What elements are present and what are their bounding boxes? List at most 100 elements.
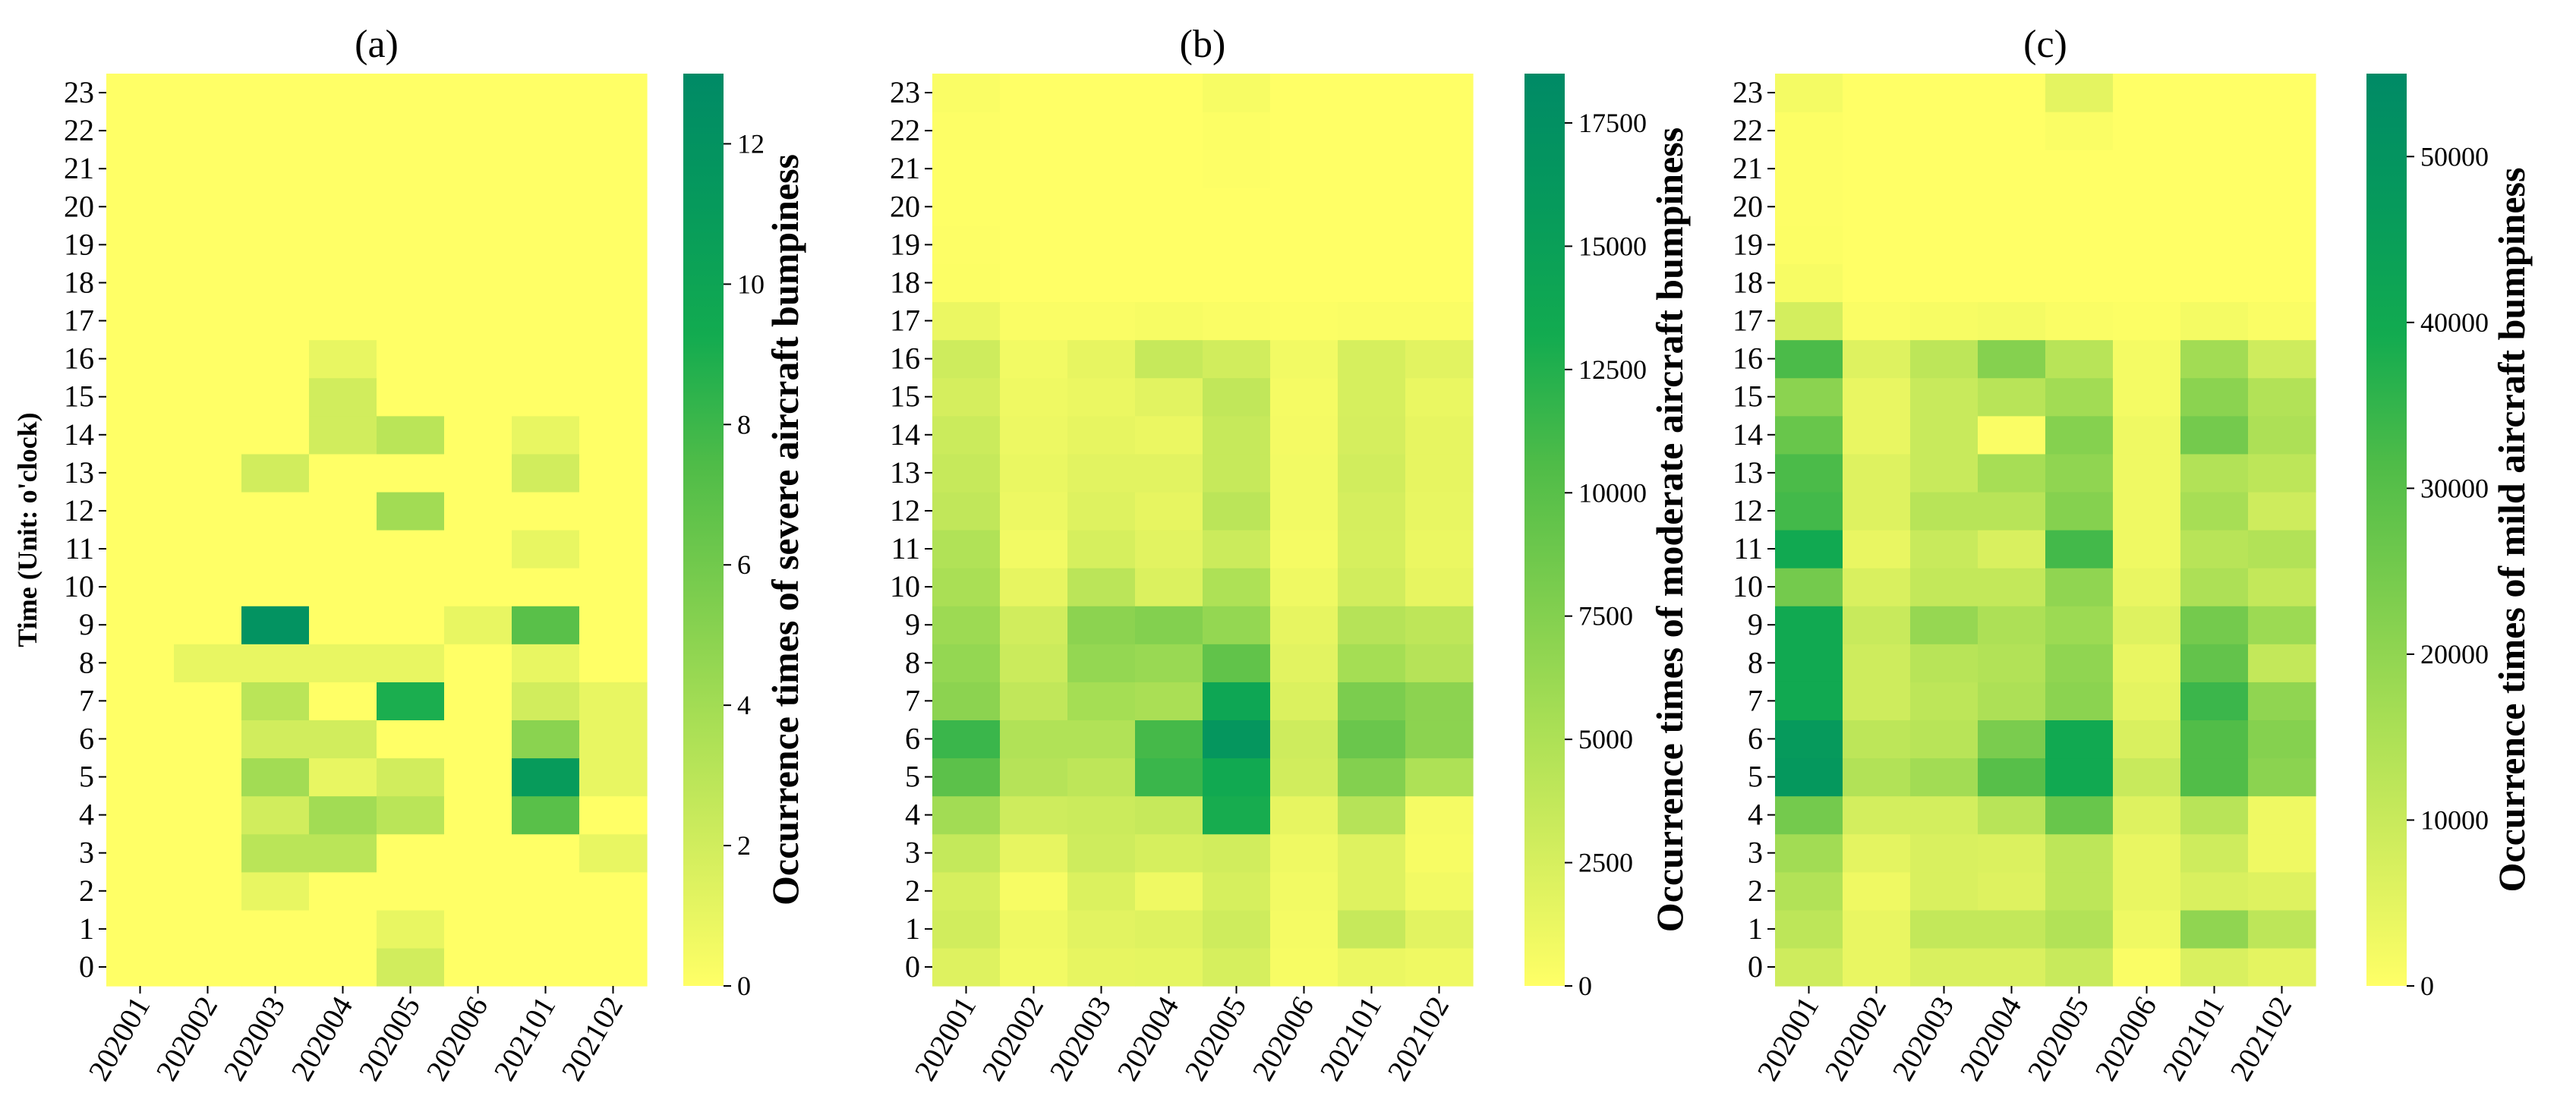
heatmap-cell xyxy=(512,530,580,568)
heatmap-cell xyxy=(2045,112,2114,150)
heatmap-cell xyxy=(2045,720,2114,759)
heatmap-cell xyxy=(932,644,1001,682)
heatmap-cell xyxy=(377,150,445,188)
heatmap-cell xyxy=(512,795,580,835)
heatmap-cell xyxy=(1203,263,1271,303)
heatmap-cell xyxy=(309,606,377,644)
heatmap-cell xyxy=(1135,339,1203,379)
heatmap-cell xyxy=(1203,833,1271,873)
heatmap-cell xyxy=(1067,225,1136,265)
heatmap-cell xyxy=(1978,644,2046,682)
heatmap-cell xyxy=(1067,377,1136,417)
heatmap-cell xyxy=(1203,491,1271,531)
heatmap-cell xyxy=(2113,644,2181,682)
heatmap-cell xyxy=(2045,74,2114,112)
panel-b: (b)0123456789101112131415161718192021222… xyxy=(890,23,1691,1086)
heatmap-cell xyxy=(932,187,1001,226)
y-tick-label: 14 xyxy=(1733,417,1763,452)
heatmap-cell xyxy=(1270,263,1338,303)
heatmap-cell xyxy=(1203,720,1271,759)
heatmap-cell xyxy=(106,568,175,606)
heatmap-cell xyxy=(2248,74,2316,112)
heatmap-cell xyxy=(1270,453,1338,493)
heatmap-cell xyxy=(932,682,1001,721)
heatmap-cell xyxy=(1000,339,1068,379)
heatmap-cell xyxy=(241,187,310,226)
heatmap-cell xyxy=(174,947,242,987)
y-tick-label: 11 xyxy=(1733,531,1763,565)
heatmap-cell xyxy=(241,74,310,112)
heatmap-cell xyxy=(377,947,445,987)
heatmap-cell xyxy=(1203,453,1271,493)
heatmap-cell xyxy=(2248,568,2316,606)
x-tick-label: 202006 xyxy=(1245,990,1320,1086)
heatmap-cell xyxy=(1405,644,1474,682)
heatmap-cell xyxy=(1270,339,1338,379)
heatmap-cell xyxy=(2248,795,2316,835)
heatmap-cell xyxy=(241,225,310,265)
heatmap-cell xyxy=(579,644,648,682)
heatmap-cell xyxy=(2180,757,2249,797)
heatmap-cell xyxy=(106,301,175,341)
heatmap-cell xyxy=(2180,74,2249,112)
heatmap-cell xyxy=(309,909,377,949)
heatmap-cell xyxy=(512,263,580,303)
heatmap-cell xyxy=(241,112,310,150)
heatmap-cell xyxy=(1270,757,1338,797)
y-tick-label: 7 xyxy=(79,683,94,717)
heatmap-cell xyxy=(309,150,377,188)
heatmap-cell xyxy=(1135,909,1203,949)
heatmap-cell xyxy=(444,795,512,835)
heatmap-cell xyxy=(579,74,648,112)
x-tick-label: 202101 xyxy=(1313,990,1388,1086)
x-tick-label: 202001 xyxy=(1750,990,1825,1086)
heatmap-cell xyxy=(309,301,377,341)
heatmap-cell xyxy=(1000,112,1068,150)
colorbar-tick-label: 10000 xyxy=(1578,477,1647,508)
heatmap-cell xyxy=(2248,225,2316,265)
heatmap-cell xyxy=(1000,682,1068,721)
x-tick-label: 202006 xyxy=(2088,990,2163,1086)
heatmap-cell xyxy=(174,909,242,949)
heatmap-cell xyxy=(579,530,648,568)
heatmap-cell xyxy=(2248,909,2316,949)
heatmap-cell xyxy=(309,491,377,531)
heatmap-cell xyxy=(1775,757,1843,797)
heatmap-cell xyxy=(1270,301,1338,341)
heatmap-cell xyxy=(1338,339,1406,379)
heatmap-cell xyxy=(932,795,1001,835)
heatmap-cell xyxy=(1978,530,2046,568)
y-tick-label: 7 xyxy=(1748,683,1763,717)
heatmap-cell xyxy=(309,112,377,150)
heatmap-cell xyxy=(1135,871,1203,911)
heatmap-cell xyxy=(174,453,242,493)
heatmap-cell xyxy=(241,909,310,949)
y-tick-label: 12 xyxy=(890,493,920,528)
y-tick-label: 20 xyxy=(1733,189,1763,223)
heatmap-cell xyxy=(1203,415,1271,455)
heatmap-cell xyxy=(2248,491,2316,531)
heatmap-cell xyxy=(2113,74,2181,112)
y-tick-label: 23 xyxy=(1733,75,1763,109)
heatmap-cell xyxy=(2248,150,2316,188)
heatmap-cell xyxy=(1843,720,1911,759)
x-tick-label: 202101 xyxy=(487,990,562,1086)
heatmap-cell xyxy=(512,644,580,682)
heatmap-cell xyxy=(241,415,310,455)
heatmap-cell xyxy=(1135,377,1203,417)
heatmap-cell xyxy=(579,377,648,417)
heatmap-cell xyxy=(579,112,648,150)
heatmap-cell xyxy=(1910,644,1979,682)
heatmap-cell xyxy=(1000,225,1068,265)
x-tick-label: 202002 xyxy=(975,990,1050,1086)
heatmap-cell xyxy=(1405,263,1474,303)
heatmap-cell xyxy=(2180,491,2249,531)
heatmap-cell xyxy=(932,415,1001,455)
heatmap-cell xyxy=(1910,415,1979,455)
heatmap-cell xyxy=(1338,606,1406,644)
heatmap-cell xyxy=(1000,568,1068,606)
heatmap-cell xyxy=(1910,339,1979,379)
heatmap-cell xyxy=(1270,377,1338,417)
heatmap-cell xyxy=(2248,720,2316,759)
heatmap-cell xyxy=(309,415,377,455)
